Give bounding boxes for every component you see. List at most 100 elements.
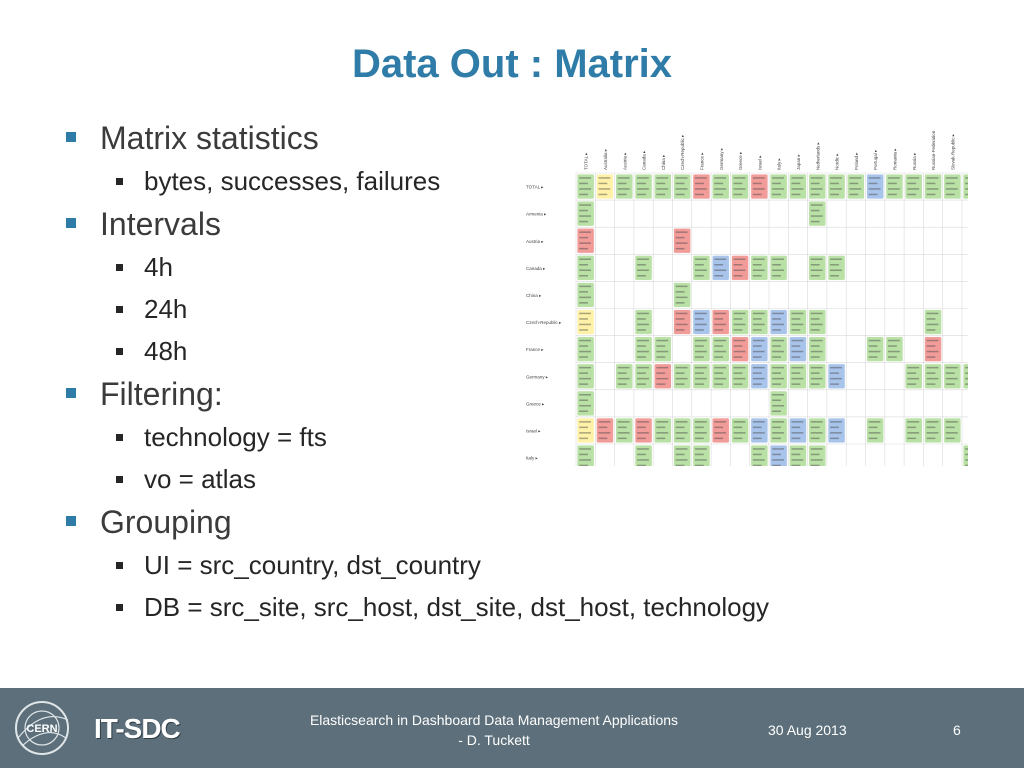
matrix-cell-value-mark <box>945 188 958 190</box>
matrix-cell-value-mark <box>656 366 669 369</box>
matrix-cell <box>789 336 807 362</box>
matrix-cell-value-mark <box>733 182 743 185</box>
matrix-cell-value-mark <box>772 421 784 423</box>
sub-bullet-ui: UI = src_country, dst_country <box>60 546 940 588</box>
matrix-cell-value-mark <box>830 437 839 440</box>
matrix-cell-value-mark <box>675 383 685 385</box>
square-bullet-icon <box>116 562 123 569</box>
matrix-cell-value-mark <box>926 350 939 353</box>
matrix-cell <box>769 174 788 200</box>
matrix-cell-value-mark <box>810 264 820 266</box>
matrix-cell-value-mark <box>830 366 842 369</box>
slide-title: Data Out : Matrix <box>351 42 673 86</box>
matrix-column-header: France ▸ <box>699 152 704 170</box>
matrix-cell-value-mark <box>675 188 688 190</box>
matrix-cell-value-mark <box>714 356 724 358</box>
matrix-cell-value-mark <box>888 339 900 342</box>
matrix-cell <box>808 309 826 335</box>
matrix-cell-value-mark <box>907 372 917 374</box>
matrix-cell-value-mark <box>945 383 955 385</box>
matrix-cell-value-mark <box>695 459 707 461</box>
matrix-cell-value-mark <box>695 383 704 385</box>
matrix-cell-value-mark <box>714 312 727 315</box>
matrix-cell-value-mark <box>637 329 646 331</box>
matrix-cell-value-mark <box>868 350 881 353</box>
matrix-cell-value-mark <box>695 453 704 456</box>
matrix-cell-value-mark <box>714 437 724 440</box>
matrix-cell-value-mark <box>868 339 881 342</box>
matrix-cell-value-mark <box>868 188 881 190</box>
matrix-cell-value-mark <box>752 453 762 456</box>
matrix-cell-value-mark <box>926 366 939 369</box>
matrix-cell-value-mark <box>791 356 801 358</box>
matrix-cell-value-mark <box>752 459 765 461</box>
matrix-cell-value-mark <box>810 421 823 423</box>
matrix-cell-value-mark <box>926 323 939 326</box>
matrix-cell <box>924 309 942 335</box>
matrix-cell-value-mark <box>868 426 878 429</box>
matrix-cell-value-mark <box>926 383 936 385</box>
matrix-cell-value-mark <box>579 258 591 260</box>
matrix-cell-value-mark <box>733 377 746 380</box>
matrix-cell-value-mark <box>579 432 591 434</box>
matrix-cell-value-mark <box>579 329 588 331</box>
matrix-cell-value-mark <box>637 269 649 271</box>
matrix-cell <box>789 445 807 466</box>
matrix-column-header: Romania ▸ <box>892 148 897 170</box>
matrix-cell-value-mark <box>675 193 685 196</box>
matrix-cell-value-mark <box>945 426 955 429</box>
matrix-cell-value-mark <box>772 366 784 369</box>
matrix-cell-value-mark <box>579 399 588 401</box>
matrix-cell-value-mark <box>656 372 666 374</box>
matrix-cell-value-mark <box>810 426 820 429</box>
matrix-cell-value-mark <box>656 383 666 385</box>
matrix-cell <box>615 363 633 389</box>
matrix-cell-value-mark <box>752 464 762 466</box>
matrix-cell-value-mark <box>772 275 781 277</box>
matrix-cell-value-mark <box>579 188 591 190</box>
matrix-cell-value-mark <box>675 453 685 456</box>
matrix-cell-value-mark <box>579 366 591 369</box>
matrix-cell-value-mark <box>656 339 669 342</box>
matrix-cell-value-mark <box>752 448 765 450</box>
bullet-grouping: Grouping <box>60 502 940 546</box>
matrix-cell-value-mark <box>830 177 842 179</box>
matrix-cell-value-mark <box>945 432 958 434</box>
square-bullet-icon <box>116 178 123 185</box>
matrix-cell-value-mark <box>675 296 688 299</box>
matrix-cell-value-mark <box>579 372 588 374</box>
matrix-cell <box>673 174 691 200</box>
matrix-cell-value-mark <box>868 177 881 179</box>
matrix-cell-value-mark <box>579 204 591 206</box>
matrix-cell <box>577 309 595 335</box>
matrix-cell-value-mark <box>926 188 939 190</box>
matrix-cell <box>866 174 884 200</box>
matrix-cell-value-mark <box>830 421 842 423</box>
matrix-cell-value-mark <box>733 339 746 342</box>
matrix-cell-value-mark <box>695 193 704 196</box>
matrix-cell <box>615 417 633 444</box>
matrix-cell-value-mark <box>695 177 707 179</box>
matrix-cell <box>673 363 691 389</box>
matrix-cell-value-mark <box>579 318 588 320</box>
matrix-cell-value-mark <box>791 329 801 331</box>
matrix-cell <box>673 282 691 308</box>
matrix-cell <box>924 336 942 362</box>
matrix-cell-value-mark <box>945 366 958 369</box>
matrix-cell-value-mark <box>791 366 804 369</box>
matrix-cell-value-mark <box>656 356 666 358</box>
page-number: 6 <box>953 722 961 738</box>
matrix-cell-value-mark <box>637 421 649 423</box>
matrix-cell-value-mark <box>598 193 608 196</box>
matrix-cell-value-mark <box>849 177 862 179</box>
matrix-cell-value-mark <box>714 339 727 342</box>
matrix-cell-value-mark <box>907 426 917 429</box>
matrix-cell-value-mark <box>810 215 823 217</box>
matrix-cell-value-mark <box>637 432 649 434</box>
matrix-cell-value-mark <box>617 421 630 423</box>
matrix-cell-value-mark <box>791 377 804 380</box>
matrix-cell <box>769 336 788 362</box>
matrix-cell-value-mark <box>772 258 784 260</box>
matrix-cell-value-mark <box>849 182 859 185</box>
matrix-cell <box>866 417 884 444</box>
